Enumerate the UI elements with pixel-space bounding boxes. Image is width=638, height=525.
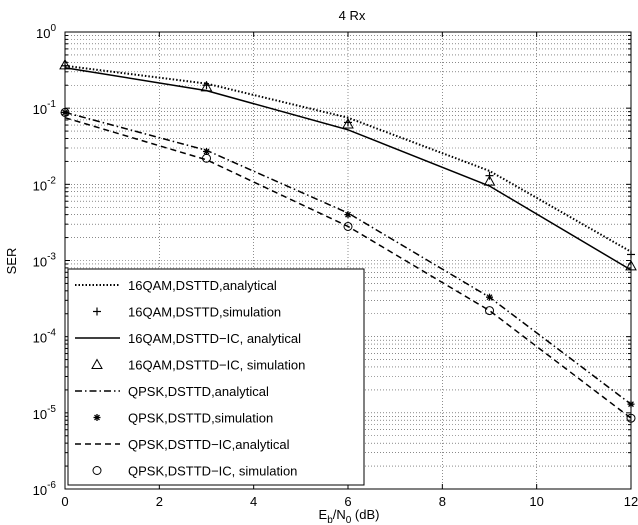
legend-entry-0: 16QAM,DSTTD,analytical <box>75 278 277 293</box>
series-line-2 <box>64 66 632 271</box>
series-marker-5 <box>486 293 493 301</box>
series-marker-7 <box>202 153 211 163</box>
y-tick-label: 10-6 <box>33 480 57 498</box>
legend-swatch-marker <box>93 414 101 421</box>
y-tick-labels: 100 10-1 10-2 10-3 10-4 10-5 10-6 <box>33 23 57 498</box>
y-tick-label: 10-4 <box>33 328 57 346</box>
x-axis-label-tail: (dB) <box>351 507 379 522</box>
x-tick-label: 4 <box>250 494 257 509</box>
series-line-6 <box>64 116 632 419</box>
legend: 16QAM,DSTTD,analytical 16QAM,DSTTD,simula… <box>67 268 365 486</box>
series-marker-5 <box>203 147 210 155</box>
legend-label: 16QAM,DSTTD,analytical <box>128 278 277 293</box>
x-axis-label-mid: /N <box>333 507 346 522</box>
legend-label: 16QAM,DSTTD,simulation <box>128 305 281 320</box>
axis-ticks <box>64 32 632 489</box>
y-axis-label: SER <box>4 248 19 275</box>
x-tick-label: 6 <box>344 494 351 509</box>
x-axis-label-sub1: b <box>327 515 333 525</box>
x-axis-label-main: E <box>319 507 328 522</box>
legend-label: 16QAM,DSTTD−IC, simulation <box>128 358 305 373</box>
y-tick-label: 10-5 <box>33 404 57 422</box>
series-marker-3 <box>483 175 496 186</box>
x-axis-label-sub2: 0 <box>346 515 352 525</box>
chart-title: 4 Rx <box>339 8 366 23</box>
y-tick-label: 10-1 <box>33 99 57 117</box>
series-marker-7 <box>343 221 353 231</box>
legend-entry-6: QPSK,DSTTD−IC,analytical <box>75 437 290 452</box>
x-tick-label: 12 <box>624 494 638 509</box>
x-tick-label: 8 <box>439 494 446 509</box>
legend-label: QPSK,DSTTD,analytical <box>128 384 269 399</box>
legend-entry-1: 16QAM,DSTTD,simulation <box>93 305 281 320</box>
legend-entry-3: 16QAM,DSTTD−IC, simulation <box>91 358 305 373</box>
x-tick-label: 10 <box>529 494 543 509</box>
series-marker-3 <box>200 80 213 92</box>
series-marker-3 <box>342 117 354 129</box>
legend-box <box>67 268 365 486</box>
y-tick-label: 10-2 <box>33 175 57 193</box>
series-marker-7 <box>485 306 494 316</box>
legend-entry-4: QPSK,DSTTD,analytical <box>75 384 269 399</box>
series-marker-5 <box>344 211 352 219</box>
x-tick-label: 0 <box>61 494 68 509</box>
x-axis-label: Eb/N0 (dB) <box>319 507 380 525</box>
legend-label: QPSK,DSTTD,simulation <box>128 411 273 426</box>
legend-swatch-marker <box>92 466 102 475</box>
legend-label: QPSK,DSTTD−IC, simulation <box>128 464 297 479</box>
legend-label: QPSK,DSTTD−IC,analytical <box>128 437 290 452</box>
legend-swatch-marker <box>91 358 103 369</box>
legend-entry-5: QPSK,DSTTD,simulation <box>93 411 273 426</box>
legend-swatch-marker <box>93 307 101 316</box>
legend-entry-2: 16QAM,DSTTD−IC, analytical <box>75 331 301 346</box>
y-tick-label: 10-3 <box>33 252 57 270</box>
x-tick-label: 2 <box>156 494 163 509</box>
legend-entry-7: QPSK,DSTTD−IC, simulation <box>92 464 297 479</box>
series-line-0 <box>64 64 632 253</box>
x-tick-labels: 0 2 4 6 8 10 12 <box>61 494 638 509</box>
legend-label: 16QAM,DSTTD−IC, analytical <box>128 331 301 346</box>
y-tick-label: 100 <box>36 23 56 41</box>
